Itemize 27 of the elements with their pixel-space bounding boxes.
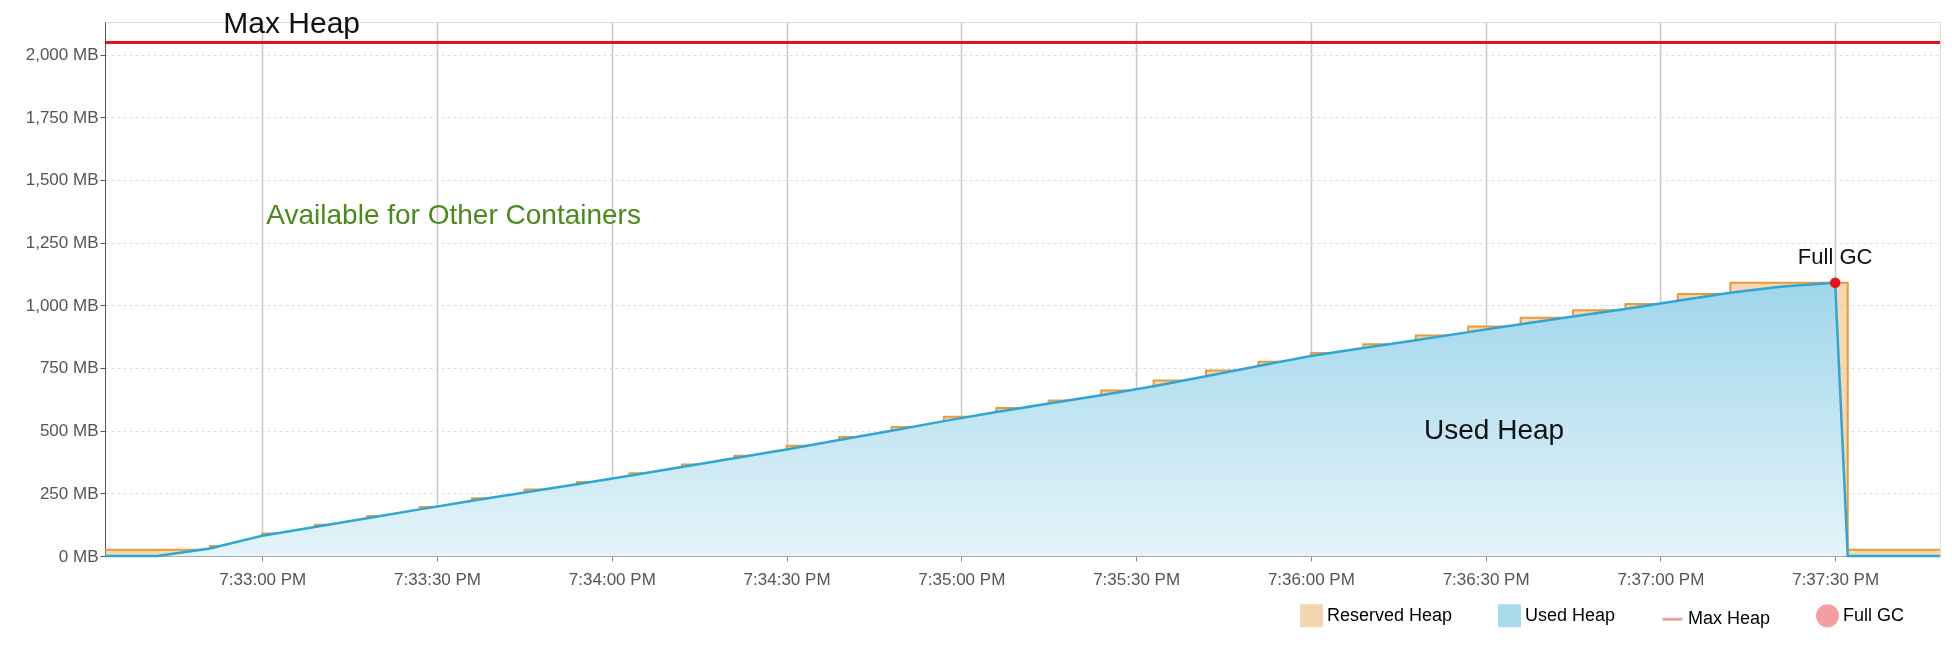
x-tick-label: 7:33:00 PM [219, 569, 307, 589]
x-tick-label: 7:35:00 PM [918, 569, 1006, 589]
x-tick-label: 7:33:30 PM [394, 569, 482, 589]
y-tick-label: 250 MB [39, 483, 99, 503]
legend-label: Used Heap [1525, 604, 1616, 625]
y-tick-label: 1,750 MB [25, 107, 99, 127]
y-tick-label: 0 MB [58, 546, 99, 566]
x-tick-label: 7:37:30 PM [1792, 569, 1880, 589]
x-tick-label: 7:34:00 PM [568, 569, 656, 589]
x-tick-label: 7:36:30 PM [1442, 569, 1530, 589]
y-tick-label: 750 MB [39, 358, 99, 378]
legend-label: Max Heap [1688, 608, 1771, 629]
y-tick-label: 500 MB [39, 421, 99, 441]
x-tick-label: 7:36:00 PM [1267, 569, 1355, 589]
y-tick-label: 1,000 MB [25, 295, 99, 315]
y-tick-label: 1,500 MB [25, 170, 99, 190]
annotation: Available for Other Containers [266, 198, 641, 230]
y-tick-label: 1,250 MB [25, 233, 99, 253]
x-tick-label: 7:34:30 PM [743, 569, 831, 589]
x-tick-label: 7:37:00 PM [1617, 569, 1705, 589]
legend-label: Full GC [1843, 604, 1905, 625]
legend-label: Reserved Heap [1327, 604, 1453, 625]
x-tick-label: 7:35:30 PM [1093, 569, 1181, 589]
y-tick-label: 2,000 MB [25, 45, 99, 65]
annotation: Full GC [1797, 243, 1873, 269]
annotation: Max Heap [223, 5, 361, 39]
annotation: Used Heap [1424, 414, 1565, 446]
